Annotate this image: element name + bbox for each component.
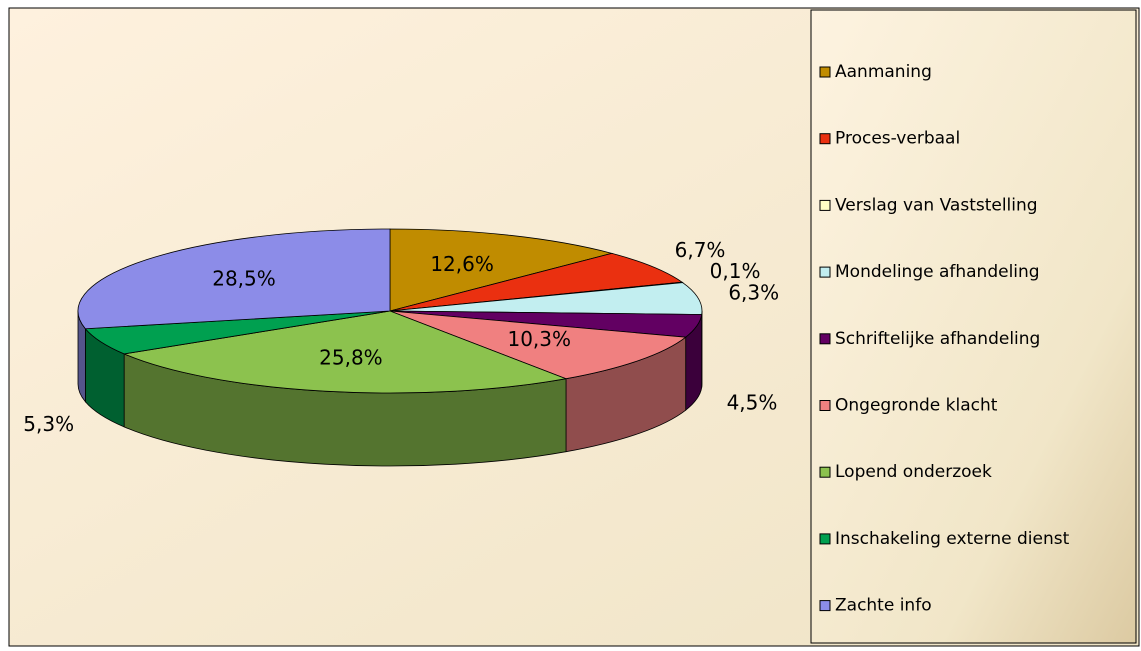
- legend-swatch: [820, 534, 830, 544]
- data-label: 6,3%: [728, 280, 779, 304]
- legend-label: Aanmaning: [835, 62, 932, 82]
- data-label: 25,8%: [319, 346, 383, 370]
- data-label: 12,6%: [430, 252, 494, 276]
- legend-swatch: [820, 467, 830, 477]
- data-label: 4,5%: [727, 391, 778, 415]
- legend-label: Proces-verbaal: [835, 129, 960, 149]
- legend-label: Zachte info: [835, 596, 932, 616]
- legend-label: Verslag van Vaststelling: [835, 195, 1038, 215]
- legend-swatch: [820, 267, 830, 277]
- legend-swatch: [820, 401, 830, 411]
- legend-swatch: [820, 200, 830, 210]
- legend-label: Mondelinge afhandeling: [835, 262, 1040, 282]
- legend-swatch: [820, 601, 830, 611]
- legend-swatch: [820, 67, 830, 77]
- legend-label: Inschakeling externe dienst: [835, 529, 1070, 549]
- legend-label: Ongegronde klacht: [835, 396, 998, 416]
- legend-swatch: [820, 334, 830, 344]
- legend-swatch: [820, 134, 830, 144]
- legend-label: Schriftelijke afhandeling: [835, 329, 1040, 349]
- data-label: 28,5%: [212, 267, 276, 291]
- data-label: 10,3%: [507, 327, 571, 351]
- data-label: 0,1%: [710, 259, 761, 283]
- data-label: 5,3%: [23, 412, 74, 436]
- legend-label: Lopend onderzoek: [835, 462, 992, 482]
